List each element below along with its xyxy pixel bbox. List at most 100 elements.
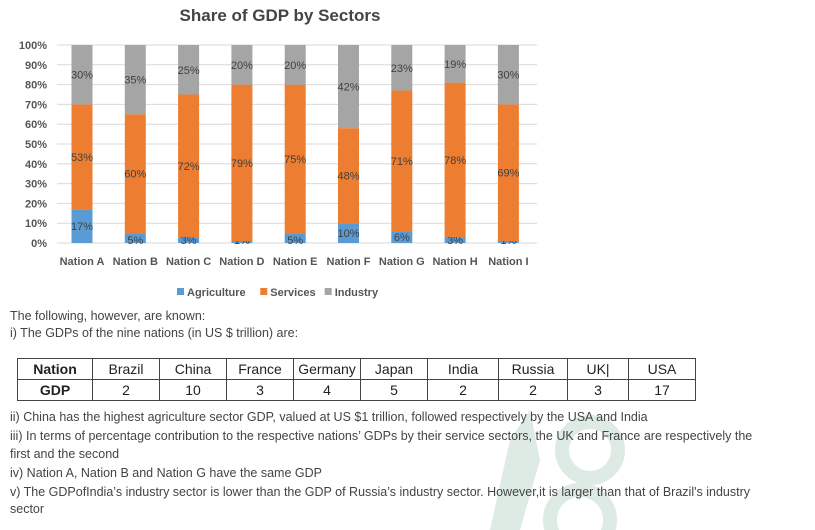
table-cell: 5 [360, 379, 428, 401]
statement-iii-cont: first and the second [10, 447, 120, 461]
data-label: 71% [391, 156, 413, 168]
chart-title: Share of GDP by Sectors [180, 6, 381, 25]
stacked-bar-chart: Share of GDP by Sectors 0% 10% 20% 30% 40% 50%… [19, 6, 537, 299]
data-label: 23% [391, 63, 413, 75]
bar-segment-industry [338, 45, 359, 129]
table-cell: 2 [92, 379, 160, 401]
data-label: 69% [497, 168, 519, 180]
bar-segment-industry [71, 45, 93, 105]
bar-segment-industry [231, 45, 253, 85]
data-label: 42% [337, 82, 359, 94]
y-tick-label: 50% [25, 139, 47, 151]
legend-label: Industry [335, 287, 379, 299]
x-tick-label: Nation H [432, 256, 477, 268]
table-row: Nation Brazil China France Germany Japan… [17, 358, 696, 380]
bar-segment-services [71, 104, 93, 210]
data-label: 10% [337, 228, 359, 240]
y-tick-label: 0% [31, 238, 47, 250]
x-tick-label: Nation E [273, 256, 318, 268]
bar-segment-industry [124, 45, 146, 115]
bar-segment-services [497, 104, 519, 242]
y-tick-label: 10% [25, 218, 47, 230]
bar-segment-agriculture [444, 237, 466, 243]
bar-segment-services [391, 90, 413, 232]
x-tick-label: Nation A [60, 256, 105, 268]
table-cell: Japan [360, 358, 428, 380]
bar-segment-industry [284, 45, 306, 85]
y-tick-label: 30% [25, 179, 47, 191]
bar-segment-services [284, 84, 306, 234]
x-tick-label: Nation C [166, 256, 211, 268]
legend-label: Services [270, 287, 315, 299]
statement-v-cont: sector [10, 502, 45, 516]
bar-segment-agriculture [391, 231, 413, 243]
statement-iv: iv) Nation A, Nation B and Nation G have… [10, 466, 322, 480]
y-tick-label: 60% [25, 119, 47, 131]
bar-segment-services [124, 114, 146, 234]
data-label: 20% [231, 60, 253, 72]
header-cell: Nation [17, 358, 93, 380]
bar-segment-industry [178, 45, 200, 95]
table-cell: 3 [226, 379, 294, 401]
data-label: 17% [71, 221, 93, 233]
bar-segment-services [338, 128, 359, 224]
table-cell: Germany [293, 358, 361, 380]
bar-segment-industry [444, 45, 466, 83]
statement-iii: iii) In terms of percentage contribution… [10, 429, 753, 443]
data-label: 30% [71, 70, 93, 82]
data-label: 79% [231, 158, 253, 170]
bar-segment-agriculture [124, 233, 146, 243]
data-label: 75% [284, 154, 306, 166]
table-cell: 2 [427, 379, 499, 401]
gdp-table: Nation Brazil China France Germany Japan… [17, 358, 696, 401]
statement-i: i) The GDPs of the nine nations (in US $… [10, 326, 299, 340]
bar-segment-services [444, 82, 466, 238]
table-cell: India [427, 358, 499, 380]
table-row: GDP 2 10 3 4 5 2 2 3 17 [17, 379, 696, 401]
data-label: 25% [178, 65, 200, 77]
data-label: 5% [287, 235, 303, 247]
data-label: 20% [284, 60, 306, 72]
table-cell: USA [628, 358, 696, 380]
y-tick-label: 70% [25, 99, 47, 111]
bar-segment-agriculture [178, 237, 200, 243]
data-label: 35% [124, 75, 146, 87]
table-cell: 4 [293, 379, 361, 401]
intro-text: The following, however, are known: [10, 309, 206, 323]
table-cell: Brazil [92, 358, 160, 380]
data-label: 3% [181, 235, 197, 247]
table-cell: UK| [567, 358, 629, 380]
data-label: 60% [124, 169, 146, 181]
data-label: 78% [444, 155, 466, 167]
data-label: 48% [337, 171, 359, 183]
table-cell: France [226, 358, 294, 380]
table-cell: 3 [567, 379, 629, 401]
table-cell: 2 [498, 379, 568, 401]
bar-segment-agriculture [284, 233, 306, 243]
data-label: 3% [447, 235, 463, 247]
x-tick-label: Nation B [113, 256, 158, 268]
legend-swatch [324, 288, 332, 295]
legend-swatch [177, 288, 184, 295]
data-label: 6% [394, 232, 410, 244]
data-label: 53% [71, 152, 93, 164]
x-tick-label: Nation G [379, 256, 425, 268]
data-label: 30% [497, 70, 519, 82]
bar-segment-agriculture [231, 241, 253, 243]
y-tick-label: 80% [25, 80, 47, 92]
bar-segment-agriculture [338, 223, 359, 243]
data-label: 19% [444, 59, 466, 71]
table-cell: Russia [498, 358, 568, 380]
statement-v: v) The GDPofIndia’s industry sector is l… [10, 485, 750, 499]
table-cell: 17 [628, 379, 696, 401]
statement-ii: ii) China has the highest agriculture se… [10, 410, 648, 424]
data-label: 72% [178, 161, 200, 173]
bar-segment-agriculture [497, 241, 519, 243]
legend-swatch [260, 288, 268, 295]
table-cell: 10 [159, 379, 227, 401]
bar-segment-services [231, 84, 253, 242]
header-cell: GDP [17, 379, 93, 401]
legend-label: Agriculture [187, 287, 246, 299]
bar-segment-industry [391, 45, 413, 91]
x-tick-label: Nation I [488, 256, 528, 268]
